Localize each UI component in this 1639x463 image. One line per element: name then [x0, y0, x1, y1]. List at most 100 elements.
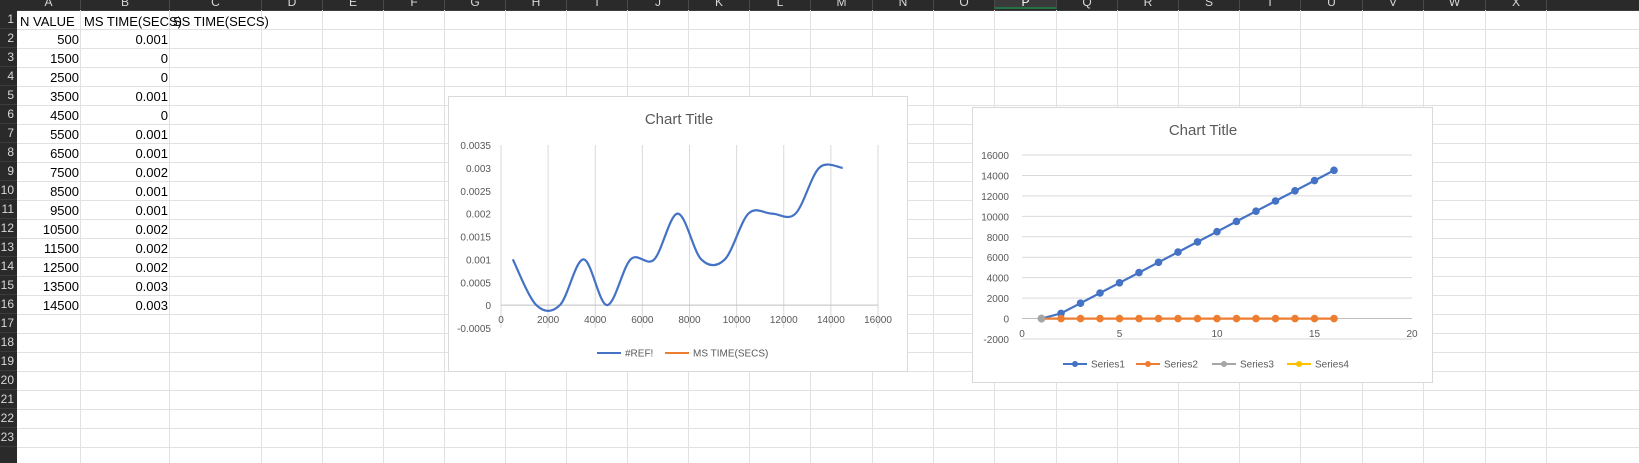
cell-a12[interactable]: 10500 — [42, 222, 79, 237]
cell-a10[interactable]: 8500 — [50, 184, 79, 199]
row-header-1[interactable]: 1 — [0, 10, 17, 29]
row-header-12[interactable]: 12 — [0, 219, 17, 238]
row-header-9[interactable]: 9 — [0, 162, 17, 181]
column-header-i[interactable]: I — [567, 0, 628, 9]
cell-a3[interactable]: 1500 — [50, 51, 79, 66]
data-point[interactable] — [1271, 197, 1280, 205]
row-header-15[interactable]: 15 — [0, 276, 17, 295]
legend-item[interactable]: Series1 — [1063, 360, 1125, 371]
cell-a6[interactable]: 4500 — [50, 108, 79, 123]
legend-item[interactable]: MS TIME(SECS) — [665, 349, 768, 360]
data-point[interactable] — [1252, 314, 1260, 323]
row-header-4[interactable]: 4 — [0, 67, 17, 86]
row-header-5[interactable]: 5 — [0, 86, 17, 105]
row-header-10[interactable]: 10 — [0, 181, 17, 200]
cell-a11[interactable]: 9500 — [50, 203, 79, 218]
data-point[interactable] — [1174, 314, 1182, 323]
cell-c1[interactable]: SS TIME(SECS) — [173, 14, 269, 29]
data-point[interactable] — [1291, 186, 1299, 195]
cell-b4[interactable]: 0 — [160, 70, 168, 85]
cell-b15[interactable]: 0.003 — [135, 279, 168, 294]
chart-legend[interactable]: Series1 Series2 Series3 Series4 — [1063, 360, 1349, 371]
cell-a8[interactable]: 6500 — [50, 146, 79, 161]
column-header-o[interactable]: O — [934, 0, 995, 9]
cell-b6[interactable]: 0 — [160, 108, 168, 123]
row-header-13[interactable]: 13 — [0, 238, 17, 257]
data-point[interactable] — [1096, 314, 1104, 323]
row-header-7[interactable]: 7 — [0, 124, 17, 143]
cell-a2[interactable]: 500 — [57, 32, 79, 47]
data-point[interactable] — [1115, 278, 1124, 287]
column-header-w[interactable]: W — [1424, 0, 1486, 9]
cell-b13[interactable]: 0.002 — [135, 241, 168, 256]
data-point[interactable] — [1232, 314, 1241, 323]
data-point[interactable] — [1135, 268, 1143, 277]
column-header-l[interactable]: L — [750, 0, 811, 9]
cell-a13[interactable]: 11500 — [43, 241, 79, 256]
cell-b11[interactable]: 0.001 — [135, 203, 168, 218]
row-header-21[interactable]: 21 — [0, 390, 17, 409]
column-header-u[interactable]: U — [1301, 0, 1363, 9]
column-header-n[interactable]: N — [873, 0, 934, 9]
series-line--ref-[interactable] — [511, 163, 843, 312]
cell-b5[interactable]: 0.001 — [135, 89, 168, 104]
column-header-r[interactable]: R — [1118, 0, 1179, 9]
column-header-q[interactable]: Q — [1057, 0, 1118, 9]
data-point[interactable] — [1193, 314, 1202, 323]
row-header-16[interactable]: 16 — [0, 295, 17, 314]
column-header-v[interactable]: V — [1363, 0, 1424, 9]
data-point[interactable] — [1076, 299, 1085, 308]
cell-b8[interactable]: 0.001 — [135, 146, 168, 161]
cell-b1[interactable]: MS TIME(SECS) — [84, 14, 182, 29]
row-header-11[interactable]: 11 — [0, 200, 17, 219]
row-header-14[interactable]: 14 — [0, 257, 17, 276]
column-header-e[interactable]: E — [323, 0, 384, 9]
column-header-c[interactable]: C — [170, 0, 262, 9]
row-header-20[interactable]: 20 — [0, 371, 17, 390]
cell-b12[interactable]: 0.002 — [135, 222, 168, 237]
column-header-x[interactable]: X — [1486, 0, 1547, 9]
legend-item[interactable]: Series2 — [1136, 360, 1198, 371]
column-header-t[interactable]: T — [1240, 0, 1301, 9]
cell-a16[interactable]: 14500 — [42, 298, 79, 313]
column-header-b[interactable]: B — [81, 0, 170, 9]
column-header-j[interactable]: J — [628, 0, 689, 9]
row-header-23[interactable]: 23 — [0, 428, 17, 447]
cell-a1[interactable]: N VALUE — [20, 14, 75, 29]
legend-item[interactable]: Series4 — [1287, 360, 1349, 371]
data-point[interactable] — [1057, 314, 1065, 323]
chart-legend[interactable]: #REF! MS TIME(SECS) — [597, 349, 768, 360]
column-header-k[interactable]: K — [689, 0, 750, 9]
chart-2-title[interactable]: Chart Title — [1169, 122, 1237, 139]
data-point[interactable] — [1330, 314, 1338, 323]
data-point[interactable] — [1291, 314, 1299, 323]
data-point[interactable] — [1154, 258, 1163, 267]
data-point[interactable] — [1076, 314, 1085, 323]
cell-b3[interactable]: 0 — [160, 51, 168, 66]
column-header-d[interactable]: D — [262, 0, 323, 9]
column-header-m[interactable]: M — [811, 0, 873, 9]
data-point[interactable] — [1096, 289, 1104, 297]
row-header-22[interactable]: 22 — [0, 409, 17, 428]
cell-a7[interactable]: 5500 — [50, 127, 79, 142]
column-header-f[interactable]: F — [384, 0, 445, 9]
column-header-a[interactable]: A — [17, 0, 81, 9]
row-header-8[interactable]: 8 — [0, 143, 17, 162]
data-point[interactable] — [1174, 248, 1182, 256]
data-point[interactable] — [1037, 314, 1046, 323]
cell-b14[interactable]: 0.002 — [135, 260, 168, 275]
cell-a15[interactable]: 13500 — [42, 279, 79, 294]
legend-item[interactable]: Series3 — [1212, 360, 1274, 371]
data-point[interactable] — [1115, 314, 1124, 323]
data-point[interactable] — [1330, 166, 1338, 175]
data-point[interactable] — [1135, 314, 1143, 323]
data-point[interactable] — [1271, 314, 1280, 323]
column-header-g[interactable]: G — [445, 0, 506, 9]
data-point[interactable] — [1213, 314, 1221, 323]
cell-a9[interactable]: 7500 — [50, 165, 79, 180]
legend-item[interactable]: #REF! — [597, 349, 653, 360]
series-line-series1[interactable] — [1041, 169, 1335, 320]
cell-a14[interactable]: 12500 — [42, 260, 79, 275]
chart-1-title[interactable]: Chart Title — [645, 111, 713, 128]
chart-2[interactable]: Chart Title -2000 0 2000 4000 6000 8000 10000 1… — [972, 107, 1433, 383]
